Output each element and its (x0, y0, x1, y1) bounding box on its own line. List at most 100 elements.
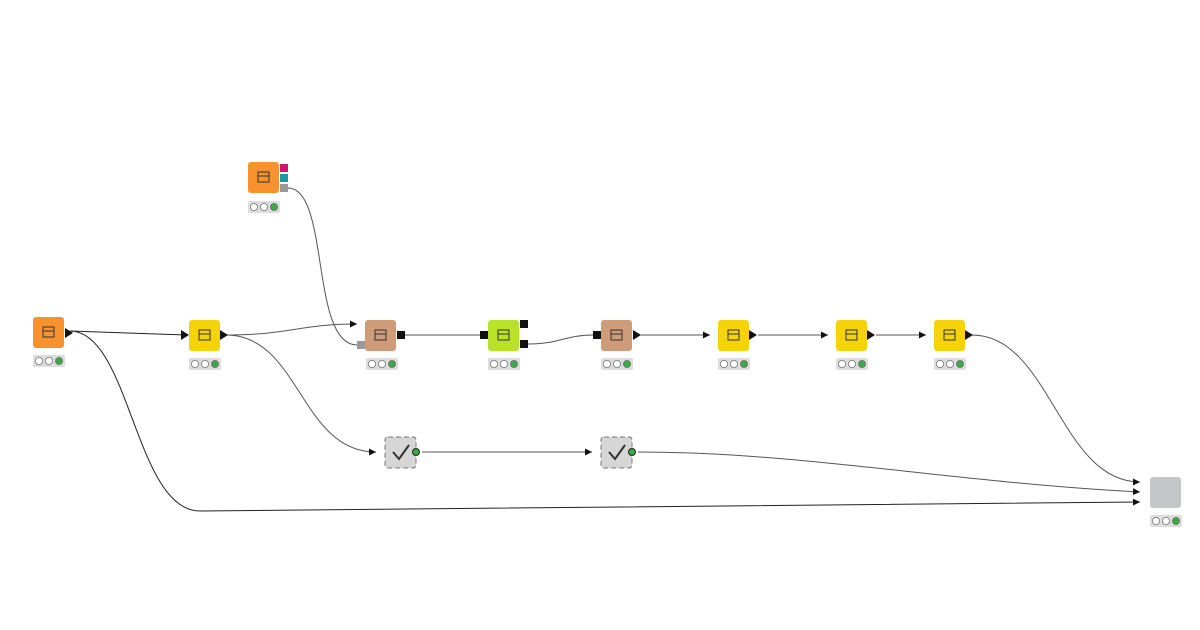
status-light (509, 359, 518, 368)
output-node[interactable] (1150, 477, 1181, 508)
status-light (55, 356, 64, 365)
node-body (718, 320, 749, 351)
status-light (259, 202, 268, 211)
status-light (387, 359, 396, 368)
check-node[interactable] (384, 436, 417, 469)
status-light (838, 359, 847, 368)
node-body (189, 320, 220, 351)
connection (287, 187, 358, 346)
node-icon (42, 326, 55, 338)
node-body (248, 162, 279, 193)
port (628, 448, 636, 456)
connection (225, 334, 377, 456)
status-light (45, 356, 54, 365)
status-light (249, 202, 258, 211)
table-reader-node[interactable] (33, 317, 64, 348)
node-icon (727, 329, 740, 341)
status-light (956, 359, 965, 368)
node-status (1150, 515, 1182, 527)
node-body (836, 320, 867, 351)
tan-node[interactable] (365, 320, 396, 351)
node-body (365, 320, 396, 351)
port (280, 174, 288, 182)
connection (69, 330, 1141, 512)
tan-node[interactable] (601, 320, 632, 351)
node-body (600, 436, 633, 469)
status-light (1152, 517, 1161, 526)
node-icon (257, 171, 270, 183)
manipulator-node[interactable] (934, 320, 965, 351)
port (397, 331, 405, 339)
connections (69, 187, 1141, 512)
status-light (190, 359, 199, 368)
status-light (200, 359, 209, 368)
port (520, 320, 528, 328)
check-icon (608, 444, 626, 461)
status-light (936, 359, 945, 368)
node-body (601, 320, 632, 351)
port (280, 164, 288, 172)
connection (637, 451, 1141, 496)
node-body (488, 320, 519, 351)
status-light (730, 359, 739, 368)
node-status (189, 358, 221, 370)
connection (971, 334, 1141, 486)
manipulator-node[interactable] (718, 320, 749, 351)
status-light (858, 359, 867, 368)
source-node[interactable] (248, 162, 279, 193)
status-light (946, 359, 955, 368)
node-body (934, 320, 965, 351)
port (357, 341, 365, 349)
manipulator-node[interactable] (189, 320, 220, 351)
status-light (613, 359, 622, 368)
nodes (33, 162, 1182, 527)
status-light (35, 356, 44, 365)
status-light (210, 359, 219, 368)
status-light (269, 202, 278, 211)
node-status (934, 358, 966, 370)
status-light (740, 359, 749, 368)
port (520, 340, 528, 348)
node-status (366, 358, 398, 370)
connection (527, 334, 594, 345)
node-status (718, 358, 750, 370)
port (749, 330, 757, 340)
node-status (601, 358, 633, 370)
node-body (1150, 477, 1181, 508)
status-light (377, 359, 386, 368)
status-light (1172, 517, 1181, 526)
status-light (720, 359, 729, 368)
node-icon (374, 329, 387, 341)
node-icon (497, 329, 510, 341)
port (867, 330, 875, 340)
node-icon (845, 329, 858, 341)
port (181, 330, 189, 340)
node-status (248, 201, 280, 213)
node-body (33, 317, 64, 348)
node-icon (198, 329, 211, 341)
green-node[interactable] (488, 320, 519, 351)
status-light (489, 359, 498, 368)
port (280, 184, 288, 192)
check-node[interactable] (600, 436, 633, 469)
node-status (33, 355, 65, 367)
status-light (1162, 517, 1171, 526)
manipulator-node[interactable] (836, 320, 867, 351)
status-light (623, 359, 632, 368)
port (965, 330, 973, 340)
check-icon (392, 444, 410, 461)
port (220, 330, 228, 340)
port (593, 331, 601, 339)
node-icon (943, 329, 956, 341)
port (480, 331, 488, 339)
node-icon (610, 329, 623, 341)
connection (69, 330, 187, 336)
port (65, 328, 73, 338)
status-light (603, 359, 612, 368)
port (412, 448, 420, 456)
status-light (367, 359, 376, 368)
node-status (488, 358, 520, 370)
connection (225, 320, 358, 336)
